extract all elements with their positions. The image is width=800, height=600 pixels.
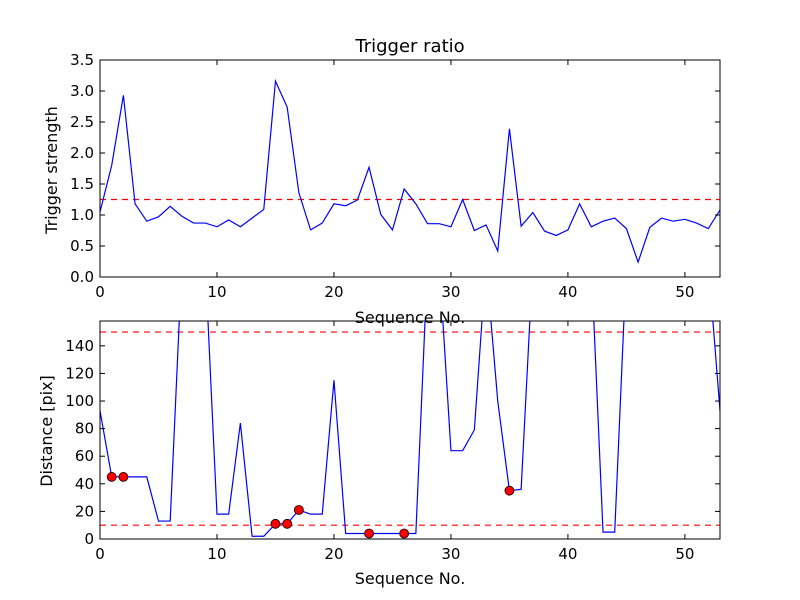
- axes-frame: [99, 59, 721, 278]
- x-tick-label: 50: [675, 283, 694, 301]
- x-axis-label: Sequence No.: [355, 569, 466, 588]
- trigger-ratio-chart: Trigger ratio Sequence No. Trigger stren…: [42, 36, 721, 327]
- y-tick-label: 0.0: [70, 268, 94, 286]
- chart-title: Trigger ratio: [354, 36, 464, 57]
- y-tick-label: 100: [65, 392, 94, 410]
- x-axis-label: Sequence No.: [355, 308, 466, 327]
- data-point-marker: [270, 518, 281, 529]
- data-point-marker: [118, 472, 129, 482]
- plot-area: [100, 78, 720, 264]
- x-tick-label: 40: [558, 283, 577, 301]
- x-tick-label: 0: [95, 545, 105, 563]
- series-line: [100, 321, 720, 537]
- data-point-marker: [293, 505, 304, 515]
- y-tick-label: 1.5: [70, 175, 94, 193]
- x-tick-label: 20: [324, 283, 343, 301]
- x-tick-label: 50: [675, 545, 694, 563]
- axes-frame: [99, 320, 721, 540]
- y-tick-label: 60: [75, 447, 94, 465]
- data-point-marker: [282, 518, 293, 529]
- data-point-marker: [399, 528, 410, 539]
- series-line: [100, 78, 720, 264]
- y-tick-label: 0: [84, 530, 94, 548]
- y-tick-label: 2.5: [70, 113, 94, 131]
- y-tick-label: 80: [75, 420, 94, 438]
- y-tick-label: 2.0: [70, 144, 94, 162]
- data-point-marker: [364, 528, 374, 539]
- x-tick-label: 30: [441, 545, 460, 563]
- y-tick-label: 40: [75, 475, 94, 493]
- data-point-marker: [106, 472, 117, 482]
- y-axis-label: Distance [pix]: [37, 375, 56, 487]
- x-tick-label: 0: [95, 283, 105, 301]
- y-tick-label: 20: [75, 502, 94, 520]
- x-tick-label: 10: [207, 545, 226, 563]
- y-tick-label: 120: [65, 364, 94, 382]
- data-point-marker: [504, 485, 515, 496]
- y-tick-label: 1.0: [70, 206, 94, 224]
- x-tick-label: 20: [324, 545, 343, 563]
- plot-area: [100, 321, 720, 537]
- x-tick-label: 40: [558, 545, 577, 563]
- x-tick-label: 10: [207, 283, 226, 301]
- y-tick-label: 140: [65, 337, 94, 355]
- distance-chart: Sequence No. Distance [pix] 0 10 20 30 40 50 0…: [37, 320, 721, 588]
- y-tick-label: 3.5: [70, 51, 94, 69]
- y-axis-label: Trigger strength: [42, 106, 61, 235]
- x-tick-label: 30: [441, 283, 460, 301]
- y-tick-label: 0.5: [70, 237, 94, 255]
- y-tick-label: 3.0: [70, 82, 94, 100]
